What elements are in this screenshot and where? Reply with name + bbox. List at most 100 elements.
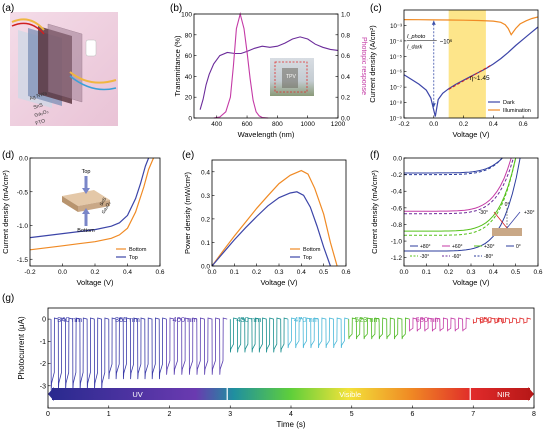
y-tick-label: -0.8 (391, 222, 403, 229)
photocurrent-trace (50, 317, 109, 391)
photo-inset-outline (274, 61, 308, 93)
ratio-value: ~10⁶ (440, 39, 453, 46)
y-tick-label: 0.0 (393, 156, 402, 163)
plot-frame-e (211, 159, 347, 267)
x-tick-label: 0.4 (123, 269, 132, 276)
legend-label-bottom: Bottom (129, 247, 147, 253)
y-axis-label: Power density (mW/cm²) (183, 171, 192, 254)
y-axis-label: Photocurrent (μA) (17, 316, 26, 380)
iv-curve (404, 157, 521, 252)
y-tick-label: 10⁻⁶ (390, 69, 403, 76)
wavelength-label: 430 nm (236, 315, 261, 324)
photocurrent-trace (348, 317, 410, 340)
ratio-arrow-head (431, 20, 436, 25)
wavelength-label: 630 nm (416, 315, 441, 324)
y-tick-label: 0 (42, 317, 46, 324)
y-tick-label: 10⁻³ (390, 24, 402, 30)
x-tick-label: 0.1 (230, 269, 239, 276)
y-tick-label: 10⁻⁵ (390, 54, 403, 61)
y-tick-label: 0.2 (341, 95, 350, 102)
x-tick-label: 0.0 (207, 269, 216, 276)
y-tick-label: 10⁻⁷ (390, 85, 402, 92)
layer-label: Ag NWs (29, 90, 49, 102)
inset-layer-side (62, 196, 78, 212)
x-tick-label: 0.1 (422, 269, 431, 276)
wavelength-label: 365 nm (115, 315, 140, 324)
y-tick-label: -1.0 (391, 239, 403, 246)
x-tick-label: 800 (272, 121, 283, 128)
y-tick-label: 0.0 (341, 116, 350, 123)
inset-label-bottom: Bottom (77, 228, 95, 234)
iv-curve (404, 157, 512, 212)
x-tick-label: 4 (289, 411, 293, 418)
legend-label: +30° (484, 244, 494, 250)
x-tick-label: 5 (350, 411, 354, 418)
iv-curve (404, 157, 517, 232)
y-tick-label: 0.6 (341, 53, 350, 60)
inset-ray (506, 211, 521, 229)
bottom-line (29, 157, 155, 251)
inset-arrowhead-bottom (82, 208, 90, 214)
inset-label-ga2o3: Ga₂O₃ (101, 201, 112, 215)
illumination-line (403, 16, 539, 36)
dark-line (403, 26, 539, 117)
y-axis-label: Current density (mA/cm²) (370, 170, 379, 254)
photocurrent-trace (166, 317, 228, 375)
x-axis-label: Voltage (V) (76, 278, 114, 287)
x-tick-label: 0.6 (155, 269, 164, 276)
x-tick-label: 0.6 (533, 269, 542, 276)
legend-label: 0° (516, 244, 521, 250)
x-tick-label: 3 (228, 411, 232, 418)
y-tick-label: -0.2 (391, 172, 403, 179)
inset-ray (493, 211, 508, 229)
legend-label-top: Top (129, 255, 138, 261)
x-tick-label: 0.2 (444, 269, 453, 276)
x-tick-label: 0.3 (466, 269, 475, 276)
x-tick-label: 1 (107, 411, 111, 418)
inset-layer-top (62, 190, 110, 206)
photocurrent-trace (409, 317, 471, 332)
y-tick-label: 0.0 (201, 264, 210, 271)
x-tick-label: 0.2 (459, 121, 468, 128)
panel-label-a: (a) (2, 3, 14, 14)
x-tick-label: 0.6 (341, 269, 350, 276)
y-tick-label: -1.5 (17, 257, 29, 264)
x-tick-label: -0.2 (24, 269, 36, 276)
spectrum-arrow-right (528, 387, 534, 401)
y-tick-label: 10⁻⁴ (390, 38, 403, 45)
y-tick-label: -2 (40, 361, 46, 368)
y-tick-label: 10⁻⁸ (390, 100, 403, 107)
top-line (211, 191, 331, 267)
x-tick-label: 2 (168, 411, 172, 418)
y-tick-label: 0.4 (201, 169, 210, 176)
ratio-numerator: I_photo (407, 34, 425, 40)
iv-curve (404, 157, 503, 174)
iv-curve (404, 157, 503, 176)
ratio-arrow-head (431, 103, 436, 108)
inset-angle-label: +30° (524, 210, 534, 216)
y-tick-label: 0.4 (341, 74, 350, 81)
x-tick-label: 0.4 (489, 269, 498, 276)
y-tick-label: 40 (185, 74, 193, 81)
x-axis-label: Voltage (V) (452, 130, 490, 139)
y-tick-label: 60 (185, 53, 193, 60)
x-tick-label: 0.6 (519, 121, 528, 128)
y-axis-label: Current density (A/cm²) (368, 25, 377, 103)
light-ray (69, 71, 117, 84)
x-tick-label: 600 (242, 121, 253, 128)
wavelength-label: 340 nm (57, 315, 82, 324)
x-tick-label: 0.0 (399, 269, 408, 276)
x-tick-label: 0.3 (274, 269, 283, 276)
photocurrent-trace (229, 317, 289, 353)
y-axis-label: Transmittance (%) (173, 35, 182, 96)
y-tick-label: 0.0 (19, 156, 28, 163)
x-tick-label: 1000 (300, 121, 315, 128)
inset-angle-label: -30° (479, 210, 488, 216)
layer-label: SnS (33, 102, 44, 111)
y2-axis-label: Photopic response (360, 37, 367, 95)
x-tick-label: 1200 (331, 121, 346, 128)
spectrum-arrow-left (48, 387, 54, 401)
y-tick-label: -0.6 (391, 205, 403, 212)
y-tick-label: -1.0 (17, 223, 29, 230)
x-tick-label: 6 (411, 411, 415, 418)
